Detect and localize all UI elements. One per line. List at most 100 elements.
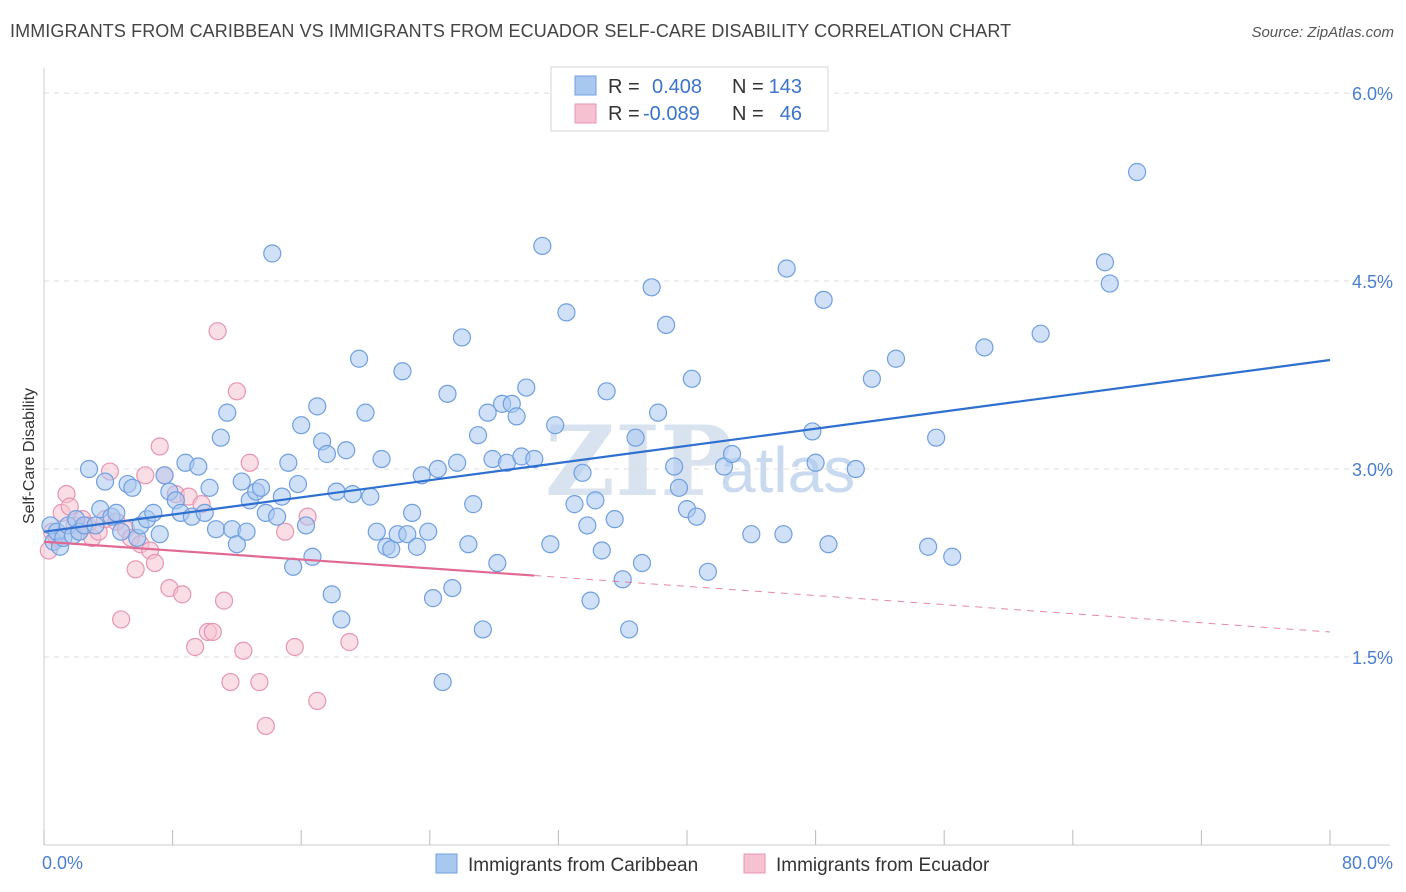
caribbean-point <box>573 463 592 482</box>
chart-title: IMMIGRANTS FROM CARIBBEAN VS IMMIGRANTS … <box>10 21 1012 41</box>
caribbean-point <box>722 444 742 464</box>
bottom-legend-swatch-ecuador <box>743 853 766 874</box>
legend-r-label-1: R = <box>608 76 640 98</box>
caribbean-point <box>356 403 375 422</box>
caribbean-point <box>150 525 169 544</box>
ecuador-point <box>173 585 192 604</box>
caribbean-point <box>541 535 560 554</box>
y-tick-label: 1.5% <box>1352 648 1393 668</box>
caribbean-point <box>195 503 214 522</box>
caribbean-point <box>687 507 706 526</box>
caribbean-point <box>488 553 507 573</box>
caribbean-point <box>533 236 552 256</box>
bottom-legend-label-caribbean: Immigrants from Caribbean <box>468 855 698 876</box>
caribbean-point <box>279 453 298 472</box>
caribbean-point <box>478 403 497 422</box>
caribbean-point <box>95 472 115 491</box>
ecuador-point <box>240 453 259 472</box>
caribbean-point <box>263 244 282 263</box>
caribbean-point <box>1095 253 1115 272</box>
caribbean-point <box>407 537 427 556</box>
caribbean-point <box>626 428 645 447</box>
ecuador-point <box>250 672 269 692</box>
caribbean-point <box>438 384 457 403</box>
y-axis-tick-labels: 1.5% 3.0% 4.5% 6.0% <box>1352 84 1393 668</box>
caribbean-point <box>464 495 483 514</box>
y-tick-label: 6.0% <box>1352 84 1393 104</box>
x-tick-label-min: 0.0% <box>42 853 83 873</box>
caribbean-point <box>218 403 237 422</box>
legend-swatch-caribbean <box>574 75 597 96</box>
bottom-legend-swatch-caribbean <box>435 853 458 874</box>
ecuador-point <box>308 691 327 710</box>
caribbean-point <box>349 349 369 368</box>
caribbean-point <box>433 672 452 692</box>
caribbean-point <box>632 553 652 573</box>
ecuador-point <box>227 382 246 401</box>
caribbean-point <box>669 478 689 497</box>
caribbean-point <box>303 547 322 566</box>
caribbean-point <box>774 525 793 544</box>
caribbean-point <box>337 441 356 460</box>
caribbean-point <box>613 570 632 589</box>
caribbean-point <box>473 620 492 639</box>
ecuador-point <box>150 437 169 456</box>
caribbean-point <box>332 610 351 629</box>
caribbean-point <box>525 449 544 469</box>
caribbean-point <box>814 290 833 309</box>
caribbean-point <box>393 362 412 381</box>
caribbean-point <box>597 382 616 401</box>
caribbean-point <box>272 487 292 506</box>
caribbean-point <box>412 466 431 485</box>
caribbean-point <box>232 472 251 491</box>
caribbean-point <box>1127 162 1147 182</box>
series-legend: Immigrants from Caribbean Immigrants fro… <box>435 853 990 876</box>
caribbean-point <box>586 491 605 510</box>
legend-n-label-1: N = <box>732 76 764 98</box>
legend-r-label-2: R = <box>608 103 640 125</box>
trend-lines <box>43 358 1331 633</box>
caribbean-point <box>123 478 142 497</box>
caribbean-point <box>200 478 219 497</box>
caribbean-point <box>292 416 311 435</box>
caribbean-point <box>448 453 467 472</box>
caribbean-point <box>642 278 661 297</box>
x-tick-label-max: 80.0% <box>1342 853 1393 873</box>
stats-legend-box <box>550 66 829 132</box>
caribbean-point <box>155 466 174 485</box>
caribbean-point <box>927 428 946 447</box>
caribbean-point <box>452 328 472 347</box>
ecuador-point <box>145 553 165 573</box>
caribbean-point <box>517 378 536 397</box>
caribbean-point <box>943 547 962 566</box>
x-axis-ticks <box>43 830 1331 845</box>
ecuador-trend-line <box>43 540 535 577</box>
caribbean-point <box>237 522 256 541</box>
ecuador-trend-extension <box>534 575 1331 633</box>
legend-n-label-2: N = <box>732 103 764 125</box>
caribbean-point <box>288 474 308 494</box>
caribbean-point <box>665 457 684 476</box>
caribbean-point <box>267 507 287 526</box>
caribbean-point <box>862 369 881 388</box>
watermark-atlas: atlas <box>720 434 855 506</box>
legend-r-value-1: 0.408 <box>652 76 702 98</box>
caribbean-trend-line <box>43 358 1331 533</box>
ecuador-point <box>136 466 155 485</box>
legend-swatch-ecuador <box>574 103 597 124</box>
bottom-legend-label-ecuador: Immigrants from Ecuador <box>776 855 990 876</box>
caribbean-point <box>317 444 337 464</box>
caribbean-point <box>592 541 611 560</box>
ecuador-point <box>203 622 222 642</box>
caribbean-point <box>251 478 271 497</box>
caribbean-point <box>698 562 717 581</box>
ecuador-point <box>208 322 227 341</box>
y-tick-label: 3.0% <box>1352 460 1393 480</box>
caribbean-point <box>372 449 391 469</box>
source-credit: Source: ZipAtlas.com <box>1251 24 1394 41</box>
legend-r-value-2: -0.089 <box>643 103 700 125</box>
caribbean-point <box>846 459 865 479</box>
caribbean-point <box>803 422 822 441</box>
caribbean-point <box>296 516 316 535</box>
caribbean-point <box>398 525 417 544</box>
